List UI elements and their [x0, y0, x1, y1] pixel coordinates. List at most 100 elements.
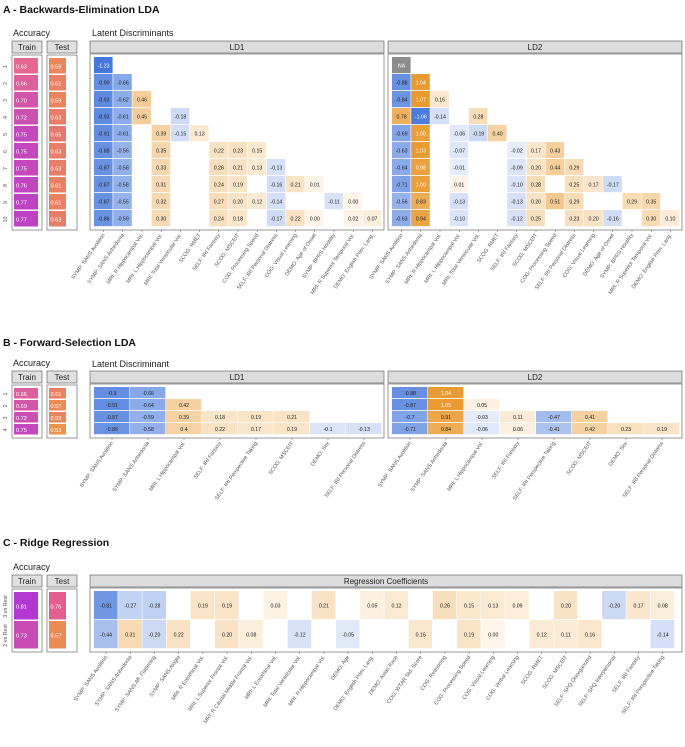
x-tick-label: SELF: IRI Perspective Taking — [512, 441, 557, 502]
x-tick-label: SELF: IRI Perspective Taking — [214, 441, 259, 502]
heatmap-cell — [507, 159, 526, 176]
heatmap-cell — [94, 210, 113, 227]
heatmap-value: 0.41 — [585, 415, 595, 421]
test-accuracy-value: 0.63 — [51, 150, 62, 156]
heatmap-value: 0.19 — [198, 603, 208, 609]
panel-a-title: A - Backwards-Elimination LDA — [3, 4, 160, 16]
train-accuracy-cell — [14, 194, 38, 210]
heatmap-value: 0.21 — [233, 165, 243, 171]
heatmap-value: -0.84 — [396, 97, 408, 103]
facet-header — [387, 370, 683, 384]
heatmap-cell — [392, 125, 411, 142]
heatmap-cell — [507, 210, 526, 227]
test-header — [46, 574, 78, 588]
heatmap-value: -0.09 — [511, 165, 523, 171]
heatmap-cell — [190, 591, 215, 620]
train-accuracy-value: 0.63 — [16, 65, 27, 71]
train-accuracy-value: 0.69 — [16, 404, 27, 410]
heatmap-value: -0.41 — [548, 427, 560, 433]
heatmap-cell — [392, 142, 411, 159]
facet-header — [89, 574, 683, 588]
test-accuracy-cell — [49, 424, 66, 435]
heatmap-cell — [430, 108, 449, 125]
heatmap-value: -0.87 — [98, 165, 110, 171]
x-tick-label: MRI: R Caudal Middle Frontal Vol. — [203, 655, 255, 725]
test-accuracy-value: 0.59 — [51, 99, 62, 105]
heatmap-value: 0.22 — [291, 216, 301, 222]
train-accuracy-cell — [14, 388, 38, 399]
x-tick-label: SELF: IRI Fantasy — [491, 440, 521, 480]
x-tick-label: SYMP: BPRS Hostility — [302, 232, 338, 279]
heatmap-cell — [507, 142, 526, 159]
heatmap-value: 0.84 — [441, 427, 451, 433]
heatmap-cell — [113, 108, 132, 125]
heatmap-cell — [343, 193, 363, 210]
train-accuracy-cell — [14, 400, 38, 411]
x-tick-label: SYMP: SANS Avolition — [377, 441, 413, 489]
heatmap-value: 0.19 — [251, 415, 261, 421]
heatmap-value: -0.88 — [404, 391, 416, 397]
heatmap-cell — [151, 142, 171, 159]
heatmap-cell — [411, 108, 430, 125]
heatmap-value: 0.23 — [621, 427, 631, 433]
x-tick-label: SELF: IRI Personal Distress — [324, 440, 368, 499]
heatmap-value: 1.03 — [416, 148, 426, 154]
heatmap-cell — [166, 423, 202, 435]
facet-header-label: LD1 — [230, 43, 245, 52]
heatmap-cell — [464, 423, 500, 435]
heatmap-value: 0.27 — [214, 199, 224, 205]
heatmap-cell — [392, 176, 411, 193]
heatmap-value: -0.14 — [657, 632, 669, 638]
heatmap-value: 0.25 — [531, 216, 541, 222]
heatmap-value: 1.07 — [416, 97, 426, 103]
train-header — [11, 574, 43, 588]
row-label: 3 vs Rest — [3, 595, 9, 618]
heatmap-value: 0.19 — [233, 182, 243, 188]
heatmap-cell — [151, 125, 171, 142]
heatmap-value: -0.28 — [149, 603, 161, 609]
heatmap-value: -0.20 — [608, 603, 620, 609]
test-header-label: Test — [55, 577, 70, 586]
x-tick-label: SELF: IRI Perspective Taking — [621, 655, 666, 716]
heatmap-cell — [392, 210, 411, 227]
train-accuracy-value: 0.77 — [16, 218, 27, 224]
heatmap-cell — [392, 411, 428, 423]
accuracy-title: Accuracy — [13, 358, 51, 368]
heatmap-value: -0.63 — [396, 148, 408, 154]
heatmap-value: -0.12 — [511, 216, 523, 222]
accuracy-title: Accuracy — [13, 28, 51, 38]
heatmap-value: -0.86 — [106, 427, 118, 433]
heatmap-cell — [464, 399, 500, 411]
heatmap-value: 0.20 — [531, 199, 541, 205]
heatmap-cell — [411, 193, 430, 210]
heatmap-cell — [239, 620, 263, 649]
heatmap-value: 0.19 — [287, 427, 297, 433]
test-accuracy-value: 0.63 — [51, 218, 62, 224]
heatmap-cell — [507, 176, 526, 193]
train-accuracy-cell — [14, 211, 38, 227]
heatmap-value: 0.17 — [633, 603, 643, 609]
heatmap-value: -0.59 — [117, 216, 129, 222]
train-accuracy-value: 0.81 — [16, 605, 27, 611]
heatmap-value: -0.93 — [98, 97, 110, 103]
heatmap-cell — [660, 210, 680, 227]
row-label: 4 — [3, 429, 9, 432]
heatmap-value: 0.12 — [391, 603, 401, 609]
heatmap-cell — [142, 591, 166, 620]
heatmap-value: 0.11 — [513, 415, 523, 421]
heatmap-value: 0.32 — [156, 199, 166, 205]
test-accuracy-cell — [49, 160, 66, 176]
test-header-label: Test — [55, 373, 70, 382]
heatmap-cell — [526, 193, 545, 210]
heatmap-value: 0.12 — [252, 199, 262, 205]
heatmap-cell — [228, 193, 247, 210]
heatmap-cell — [113, 176, 132, 193]
test-accuracy-value: 0.61 — [51, 392, 62, 398]
heatmap-cell — [142, 620, 166, 649]
heatmap-value: -0.91 — [106, 403, 118, 409]
heatmap-value: -0.87 — [404, 403, 416, 409]
heatmap-cell — [286, 176, 305, 193]
heatmap-value: 0.43 — [550, 148, 560, 154]
heatmap-value: 0.28 — [473, 114, 483, 120]
heatmap-value: -0.87 — [106, 415, 118, 421]
